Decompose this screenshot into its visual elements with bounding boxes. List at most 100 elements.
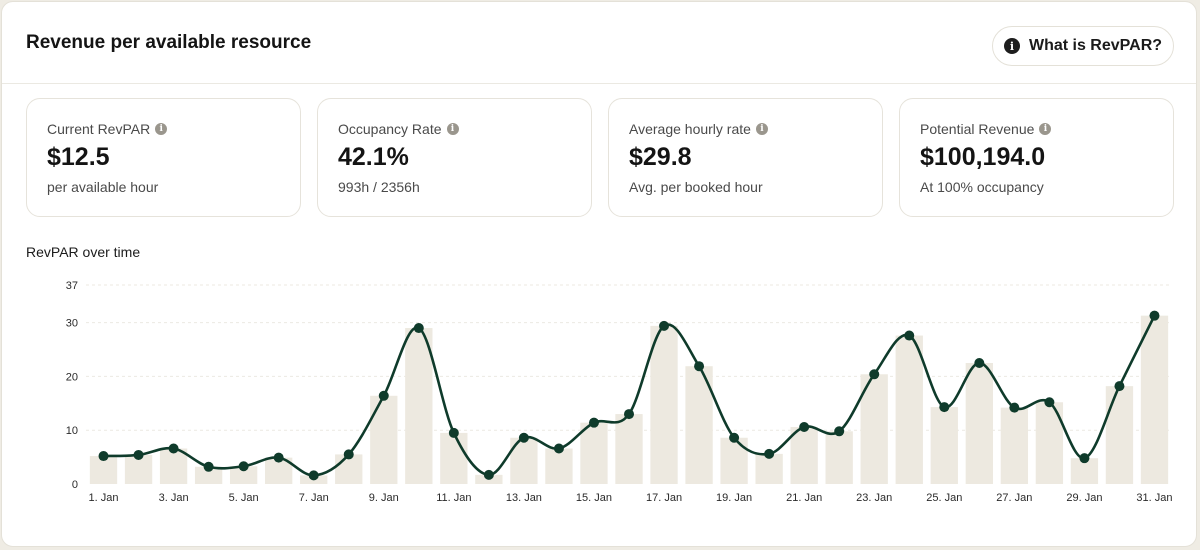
point-24 [904, 330, 915, 341]
bar-31 [1140, 315, 1169, 484]
kpi-subtext: per available hour [47, 179, 159, 195]
point-31 [1149, 310, 1160, 321]
chart-title: RevPAR over time [26, 244, 141, 260]
point-17 [659, 320, 670, 331]
point-5 [238, 461, 249, 472]
bar-16 [615, 414, 643, 484]
x-tick-label: 31. Jan [1136, 492, 1172, 504]
x-tick-label: 17. Jan [646, 492, 682, 504]
point-11 [448, 427, 459, 438]
info-icon[interactable]: i [1039, 123, 1052, 135]
bar-22 [825, 431, 853, 484]
kpi-label: Current RevPAR i [47, 121, 168, 137]
bar-21 [790, 426, 818, 484]
kpi-label: Potential Revenue i [920, 121, 1052, 137]
point-25 [939, 402, 950, 413]
point-8 [343, 449, 354, 460]
bar-11 [440, 432, 468, 484]
point-21 [799, 421, 810, 432]
what-is-revpar-label: What is RevPAR? [1028, 37, 1163, 54]
point-19 [729, 432, 740, 443]
x-tick-label: 9. Jan [369, 492, 399, 504]
bar-3 [159, 448, 188, 484]
bar-25 [930, 407, 958, 484]
kpi-occupancy-rate: Occupancy Rate i 42.1% 993h / 2356h [317, 98, 592, 217]
info-icon[interactable]: i [446, 123, 459, 135]
bar-9 [370, 395, 398, 484]
point-9 [378, 390, 389, 401]
point-28 [1044, 397, 1055, 408]
point-26 [974, 357, 985, 368]
point-7 [308, 470, 319, 481]
x-tick-label: 29. Jan [1066, 492, 1102, 504]
bar-14 [545, 448, 573, 484]
bar-23 [860, 374, 888, 484]
point-3 [168, 443, 179, 454]
point-14 [553, 443, 564, 454]
x-tick-label: 19. Jan [716, 492, 752, 504]
point-27 [1009, 402, 1020, 413]
point-6 [273, 452, 284, 463]
kpi-current-revpar: Current RevPAR i $12.5 per available hou… [26, 98, 301, 217]
point-10 [413, 323, 424, 334]
y-tick-label: 20 [66, 371, 78, 383]
point-16 [624, 409, 634, 420]
kpi-label: Occupancy Rate i [338, 121, 459, 137]
y-tick-label: 10 [66, 425, 78, 437]
point-18 [694, 361, 705, 372]
kpi-subtext: 993h / 2356h [338, 179, 420, 195]
bar-4 [194, 466, 223, 484]
point-20 [764, 448, 775, 459]
x-tick-label: 13. Jan [506, 492, 542, 504]
x-tick-label: 21. Jan [786, 492, 822, 504]
point-22 [834, 426, 845, 437]
kpi-label-text: Occupancy Rate [338, 121, 442, 137]
x-tick-label: 7. Jan [299, 492, 329, 504]
kpi-average-hourly-rate: Average hourly rate i $29.8 Avg. per boo… [608, 98, 883, 217]
kpi-value: $29.8 [629, 143, 692, 171]
x-tick-label: 3. Jan [159, 492, 189, 504]
x-tick-label: 25. Jan [926, 492, 962, 504]
kpi-label-text: Average hourly rate [629, 121, 751, 137]
point-30 [1114, 381, 1125, 392]
what-is-revpar-button[interactable]: i What is RevPAR? [992, 26, 1174, 66]
kpi-label-text: Current RevPAR [47, 121, 151, 137]
bar-5 [229, 466, 258, 484]
info-icon: i [1003, 38, 1020, 54]
bar-20 [755, 453, 783, 484]
bar-24 [895, 335, 923, 484]
x-tick-label: 27. Jan [996, 492, 1032, 504]
x-tick-label: 15. Jan [576, 492, 612, 504]
bar-15 [580, 422, 608, 484]
kpi-subtext: Avg. per booked hour [629, 179, 763, 195]
bar-27 [1000, 407, 1029, 484]
point-29 [1079, 453, 1090, 464]
y-tick-label: 37 [66, 280, 78, 292]
point-4 [203, 461, 214, 472]
bar-10 [405, 328, 433, 484]
kpi-label: Average hourly rate i [629, 121, 768, 137]
info-icon[interactable]: i [755, 123, 768, 135]
x-tick-label: 23. Jan [856, 492, 892, 504]
info-icon[interactable]: i [155, 123, 168, 135]
kpi-value: 42.1% [338, 143, 409, 171]
bar-26 [965, 362, 993, 484]
bar-30 [1105, 386, 1134, 484]
y-tick-label: 30 [66, 318, 78, 330]
point-12 [483, 469, 494, 480]
x-tick-label: 1. Jan [89, 492, 119, 504]
page-title: Revenue per available resource [26, 32, 312, 53]
kpi-subtext: At 100% occupancy [920, 179, 1044, 195]
point-23 [869, 369, 880, 380]
bar-17 [650, 325, 678, 484]
x-tick-label: 11. Jan [436, 492, 471, 504]
y-tick-label: 0 [72, 479, 78, 491]
point-15 [588, 417, 599, 428]
kpi-potential-revenue: Potential Revenue i $100,194.0 At 100% o… [899, 98, 1174, 217]
point-13 [518, 432, 529, 443]
point-1 [98, 451, 109, 462]
x-tick-label: 5. Jan [229, 492, 259, 504]
kpi-label-text: Potential Revenue [920, 121, 1035, 137]
